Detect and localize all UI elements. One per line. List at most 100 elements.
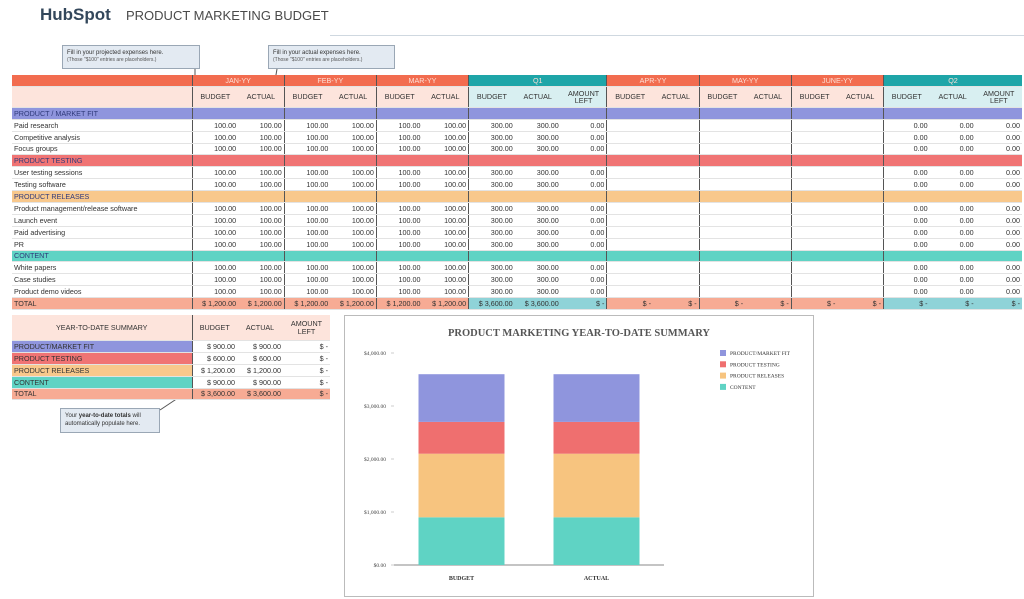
section-cell (975, 250, 1022, 263)
period-header: Q2 (882, 75, 1022, 87)
section-row: PRODUCT / MARKET FIT (12, 107, 1022, 120)
cell (837, 202, 884, 215)
cell: 300.00 (514, 285, 561, 299)
cell: 100.00 (238, 273, 285, 287)
cell: 100.00 (330, 143, 377, 156)
y-tick-label: $4,000.00 (364, 350, 386, 357)
cell: 100.00 (191, 202, 239, 215)
summary-table: YEAR-TO-DATE SUMMARY BUDGET ACTUAL AMOUNT L… (12, 315, 330, 401)
cell: 100.00 (330, 202, 377, 215)
cell: 100.00 (422, 226, 469, 239)
cell: 0.00 (560, 166, 607, 180)
legend-label: PRODUCT/MARKET FIT (730, 351, 791, 357)
cell: 300.00 (468, 143, 515, 156)
cell (606, 166, 653, 180)
section-cell (468, 154, 515, 168)
cell: 0.00 (882, 214, 930, 227)
cell: 100.00 (330, 226, 377, 239)
page-title: PRODUCT MARKETING BUDGET (126, 8, 329, 23)
cell: 0.00 (975, 131, 1022, 144)
cell: $ - (882, 297, 930, 311)
cell: $ - (790, 297, 838, 311)
cell: 0.00 (882, 261, 930, 275)
cell: 0.00 (560, 178, 607, 192)
cell: 100.00 (422, 166, 469, 180)
cell: $ 3,600.00 (237, 388, 283, 401)
row-label: TOTAL (12, 297, 193, 311)
section-cell (698, 154, 746, 168)
section-cell (238, 190, 285, 204)
cell (745, 285, 792, 299)
header-cell (12, 75, 193, 87)
cell (745, 166, 792, 180)
cell: 0.00 (929, 238, 976, 251)
cell (837, 261, 884, 275)
cell: $ - (283, 376, 330, 389)
cell: 0.00 (975, 202, 1022, 215)
budget-table: JAN-YY FEB-YY MAR-YY Q1 APR-YY MAY-YY JUNE-YY Q… (12, 75, 1022, 311)
column-header: ACTUAL (837, 86, 884, 108)
section-label: CONTENT (12, 250, 193, 263)
cell: 100.00 (375, 273, 423, 287)
cell: 100.00 (422, 214, 469, 227)
y-tick-label: $3,000.00 (364, 403, 386, 410)
cell: $ - (283, 364, 330, 377)
callout-text: will automatically populate here. (65, 413, 141, 428)
section-cell (882, 190, 930, 204)
cell: 100.00 (238, 166, 285, 180)
column-header: ACTUAL (652, 86, 700, 108)
legend-swatch (720, 361, 726, 368)
cell: 100.00 (422, 131, 469, 144)
section-label: PRODUCT / MARKET FIT (12, 107, 193, 120)
cell: 300.00 (514, 119, 561, 132)
cell: 100.00 (375, 143, 423, 156)
cell: 0.00 (975, 214, 1022, 227)
cell: 100.00 (238, 119, 285, 132)
y-tick-label: $1,000.00 (364, 509, 386, 516)
cell (606, 285, 653, 299)
cell (745, 143, 792, 156)
section-cell (375, 154, 423, 168)
data-row: Competitive analysis 100.00 100.00 100.00 10… (12, 131, 1022, 144)
cell (790, 214, 838, 227)
cell: 100.00 (283, 166, 331, 180)
cell: 0.00 (882, 238, 930, 251)
cell: 0.00 (882, 285, 930, 299)
cell (837, 214, 884, 227)
cell: 300.00 (514, 273, 561, 287)
cell (652, 261, 700, 275)
period-header: FEB-YY (283, 75, 377, 87)
subheader-cell (12, 86, 193, 108)
cell: 100.00 (330, 119, 377, 132)
section-cell (652, 250, 700, 263)
cell (790, 202, 838, 215)
section-label: PRODUCT TESTING (12, 154, 193, 168)
legend-swatch (720, 350, 726, 356)
cell: 0.00 (929, 273, 976, 287)
cell: $ 1,200.00 (422, 297, 469, 311)
row-label: PRODUCT/MARKET FIT (12, 340, 193, 353)
callout: Fill in your projected expenses here. (T… (62, 45, 200, 69)
x-tick-label: ACTUAL (584, 576, 609, 582)
column-header: AMOUNT LEFT (283, 315, 330, 341)
cell: 100.00 (283, 214, 331, 227)
y-tick-label: $2,000.00 (364, 456, 386, 463)
cell: 100.00 (238, 131, 285, 144)
cell: 100.00 (330, 178, 377, 192)
cell (698, 285, 746, 299)
cell (790, 178, 838, 192)
section-cell (698, 190, 746, 204)
cell: 100.00 (283, 143, 331, 156)
cell (745, 261, 792, 275)
cell: 100.00 (283, 131, 331, 144)
cell: 100.00 (238, 202, 285, 215)
cell (652, 238, 700, 251)
bar-segment (418, 374, 505, 422)
section-cell (698, 107, 746, 120)
column-header: BUDGET (698, 86, 746, 108)
period-header: APR-YY (606, 75, 700, 87)
section-cell (191, 250, 239, 263)
cell: 0.00 (929, 143, 976, 156)
data-row: Paid advertising 100.00 100.00 100.00 100.00… (12, 226, 1022, 239)
